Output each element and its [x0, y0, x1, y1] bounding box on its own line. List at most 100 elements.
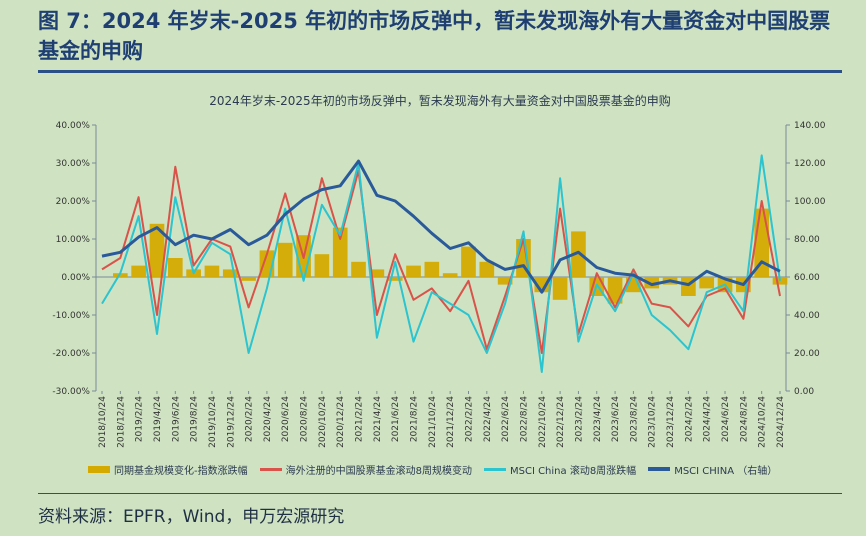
x-tick-label: 2019/4/24 — [153, 396, 163, 442]
y-right-tick-label: 80.00 — [794, 235, 820, 245]
x-tick-label: 2021/8/24 — [410, 396, 420, 442]
y-left-tick-label: 0.00% — [61, 273, 90, 283]
y-left-tick-label: 10.00% — [56, 235, 91, 245]
bar-mark — [351, 261, 366, 277]
legend-label-red: 海外注册的中国股票基金滚动8周规模变动 — [285, 465, 472, 477]
bar-mark — [112, 273, 128, 277]
legend-item-bar: 同期基金规模变化-指数涨跌幅 — [88, 462, 248, 477]
x-tick-label: 2022/6/24 — [501, 396, 511, 442]
x-tick-label: 2019/10/24 — [208, 396, 218, 448]
y-right-tick-label: 120.00 — [794, 159, 826, 169]
legend-swatch-cyan — [483, 467, 506, 471]
x-tick-label: 2020/4/24 — [263, 396, 273, 442]
x-tick-label: 2022/10/24 — [538, 396, 548, 448]
x-tick-label: 2020/2/24 — [245, 396, 255, 442]
y-left-tick-label: 20.00% — [56, 197, 91, 207]
legend-label-cyan: MSCI China 滚动8周涨跌幅 — [509, 465, 637, 477]
bar-mark — [314, 254, 330, 277]
x-tick-label: 2018/12/24 — [116, 396, 126, 448]
y-right-tick-label: 0.00 — [794, 387, 814, 397]
legend-label-blue: MSCI CHINA （右轴） — [674, 465, 778, 477]
bar-mark — [167, 258, 183, 277]
x-tick-label: 2021/4/24 — [373, 396, 383, 442]
legend-item-red: 海外注册的中国股票基金滚动8周规模变动 — [259, 462, 472, 477]
bar-mark — [699, 277, 715, 289]
x-tick-label: 2024/12/24 — [776, 396, 786, 448]
x-tick-label: 2023/8/24 — [629, 396, 639, 442]
series-line-foreign-fund-flow — [101, 165, 781, 354]
source-note: 资料来源：EPFR，Wind，申万宏源研究 — [38, 507, 345, 527]
x-tick-label: 2020/10/24 — [318, 396, 328, 448]
figure-title: 图 7：2024 年岁末-2025 年初的市场反弹中，暂未发现海外有大量资金对中… — [38, 9, 831, 63]
y-right-tick-label: 20.00 — [794, 349, 820, 359]
x-tick-label: 2024/2/24 — [684, 396, 694, 442]
series-line-msci-8w-change — [101, 154, 781, 373]
x-tick-label: 2023/12/24 — [666, 396, 676, 448]
legend-swatch-bar — [88, 465, 110, 473]
x-tick-label: 2022/8/24 — [519, 396, 529, 442]
bar-mark — [552, 277, 568, 300]
x-tick-label: 2024/10/24 — [758, 396, 768, 448]
x-tick-label: 2020/12/24 — [336, 396, 346, 448]
bar-mark — [387, 277, 403, 281]
x-tick-label: 2019/8/24 — [190, 396, 200, 442]
x-tick-label: 2022/4/24 — [483, 396, 493, 442]
y-left-tick-label: -10.00% — [52, 311, 90, 321]
bar-mark — [406, 265, 421, 277]
chart-container: 2024年岁末-2025年初的市场反弹中，暂未发现海外有大量资金对中国股票基金的… — [38, 78, 842, 493]
y-right-tick-label: 60.00 — [794, 273, 820, 283]
bar-mark — [644, 277, 660, 289]
legend-item-cyan: MSCI China 滚动8周涨跌幅 — [483, 462, 637, 477]
legend-label-bar: 同期基金规模变化-指数涨跌幅 — [114, 465, 248, 477]
chart-svg: -30.00% -20.00% -10.00% 0.00% 10.00% 20.00% 30… — [52, 121, 826, 448]
x-tick-label: 2024/8/24 — [739, 396, 749, 442]
x-tick-label: 2020/8/24 — [300, 396, 310, 442]
x-tick-label: 2018/10/24 — [98, 396, 108, 448]
y-right-tick-label: 40.00 — [794, 311, 820, 321]
bar-mark — [461, 246, 476, 277]
legend-swatch-blue — [648, 467, 671, 471]
bar-mark — [241, 277, 256, 281]
x-tick-label: 2021/10/24 — [428, 396, 438, 448]
x-tick-label: 2021/12/24 — [446, 396, 456, 448]
bar-mark — [369, 269, 385, 277]
x-tick-label: 2023/6/24 — [611, 396, 621, 442]
y-left-tick-label: 40.00% — [56, 121, 91, 131]
source-divider — [38, 493, 842, 494]
bar-mark — [607, 277, 623, 304]
chart-legend: 同期基金规模变化-指数涨跌幅 海外注册的中国股票基金滚动8周规模变动 MSCI … — [88, 461, 838, 477]
x-tick-label: 2024/4/24 — [703, 396, 713, 442]
series-line-msci-china — [101, 159, 781, 294]
y-left-tick-label: 30.00% — [56, 159, 91, 169]
x-tick-label: 2022/2/24 — [464, 396, 474, 442]
bar-mark — [479, 261, 495, 277]
y-left-tick-label: -30.00% — [52, 387, 90, 397]
x-tick-label: 2021/2/24 — [355, 396, 365, 442]
bar-mark — [204, 265, 220, 277]
chart-title: 2024年岁末-2025年初的市场反弹中，暂未发现海外有大量资金对中国股票基金的… — [209, 94, 671, 108]
bar-mark — [222, 269, 238, 277]
x-tick-label: 2024/6/24 — [721, 396, 731, 442]
x-tick-label: 2023/10/24 — [648, 396, 658, 448]
y-right-tick-label: 100.00 — [794, 197, 826, 207]
bar-mark — [497, 277, 513, 285]
bar-mark — [131, 265, 146, 277]
bar-mark — [332, 227, 348, 277]
y-right-tick-label: 140.00 — [794, 121, 826, 131]
legend-item-blue: MSCI CHINA （右轴） — [648, 462, 777, 477]
x-tick-label: 2022/12/24 — [556, 396, 566, 448]
x-tick-label: 2019/6/24 — [171, 396, 181, 442]
x-tick-label: 2023/2/24 — [574, 396, 584, 442]
x-tick-label: 2019/12/24 — [226, 396, 236, 448]
bar-mark — [424, 261, 440, 277]
title-divider — [38, 70, 842, 73]
x-tick-label: 2019/2/24 — [135, 396, 145, 442]
bar-mark — [442, 273, 458, 277]
x-tick-label: 2021/6/24 — [391, 396, 401, 442]
x-tick-label: 2020/6/24 — [281, 396, 291, 442]
bar-mark — [277, 242, 293, 277]
bar-mark — [149, 223, 165, 277]
y-left-tick-label: -20.00% — [52, 349, 90, 359]
legend-swatch-red — [259, 467, 282, 471]
x-tick-label: 2023/4/24 — [593, 396, 603, 442]
